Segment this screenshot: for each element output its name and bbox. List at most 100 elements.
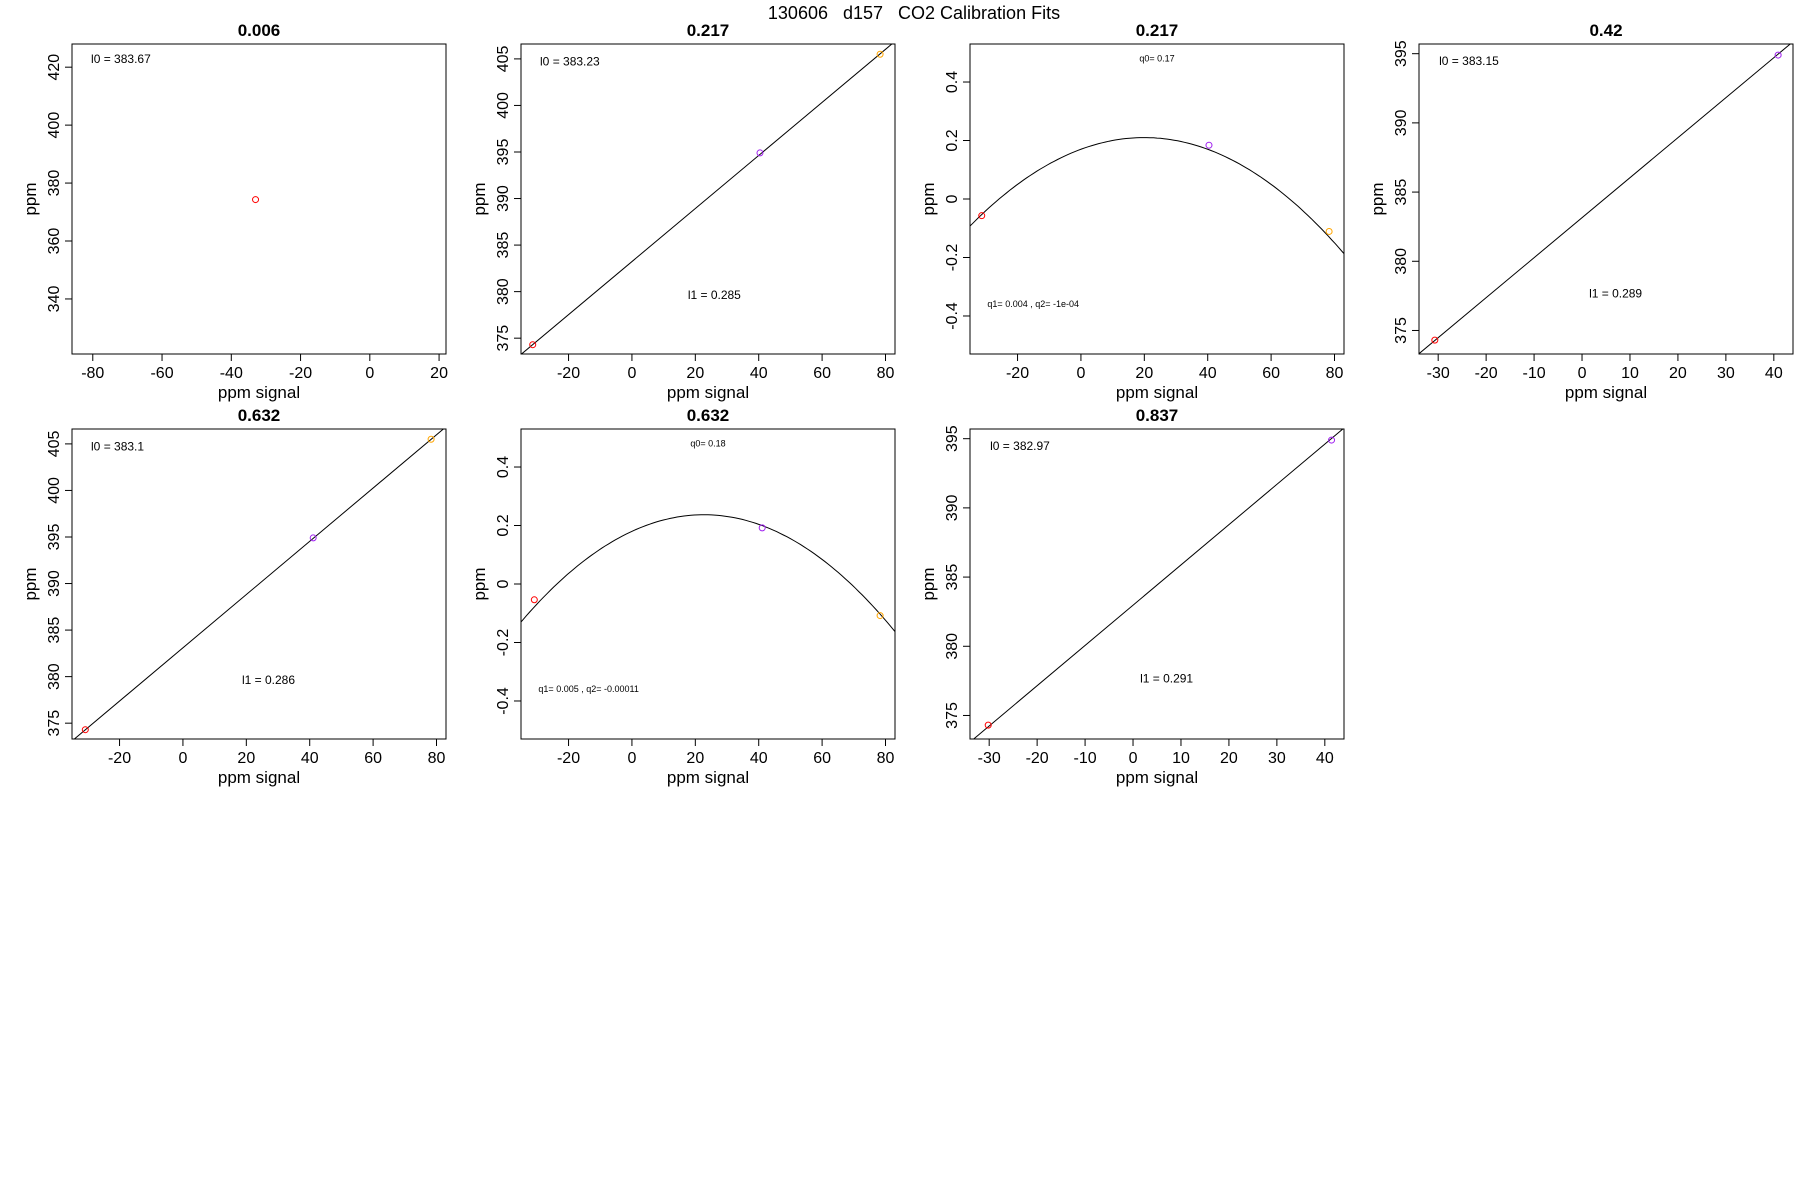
quadratic-fit-curve (970, 137, 1344, 255)
plot-frame (969, 428, 1345, 740)
x-tick-label: 40 (301, 750, 319, 767)
x-axis-label: ppm signal (667, 383, 749, 402)
x-tick-label: 10 (1621, 365, 1639, 382)
y-tick-label: 395 (1393, 40, 1410, 67)
y-tick-label: 395 (495, 139, 512, 166)
chart-panel-5: 0.632 -20 0 20 40 60 80 375 380 385 390 395 400 405 pp… (21, 406, 447, 787)
y-tick-label: -0.2 (495, 629, 512, 657)
y-axis-label: ppm (919, 567, 938, 600)
fit-coefficient-label: l0 = 383.1 (91, 439, 144, 453)
y-axis-label: ppm (21, 567, 40, 600)
x-tick-label: -10 (1074, 750, 1097, 767)
y-tick-label: 390 (1393, 109, 1410, 136)
chart-panel-7: 0.837 -30 -20 -10 0 10 20 30 40 375 380 385 390 395 pp… (919, 406, 1345, 787)
y-tick-label: 400 (495, 92, 512, 119)
x-tick-label: -20 (289, 365, 312, 382)
x-tick-label: 20 (237, 750, 255, 767)
y-axis-label: ppm (919, 182, 938, 215)
panel-title: 0.632 (238, 406, 281, 425)
chart-panel-6: 0.632 -20 0 20 40 60 80 -0.4 -0.2 0 0.2 0.4 ppm sign… (470, 406, 896, 787)
x-tick-label: 10 (1172, 750, 1190, 767)
fit-coefficient-label: l0 = 383.67 (91, 52, 151, 66)
y-tick-label: 395 (944, 425, 961, 452)
linear-fit-line (73, 429, 445, 739)
x-tick-label: 60 (813, 750, 831, 767)
y-tick-label: 385 (1393, 179, 1410, 206)
panel-title: 0.217 (687, 21, 730, 40)
x-tick-label: -20 (557, 365, 580, 382)
chart-panel-4: 0.42 -30 -20 -10 0 10 20 30 40 375 380 385 390 395 ppm… (1368, 21, 1794, 402)
fit-coefficient-label: l1 = 0.285 (688, 288, 741, 302)
data-point (758, 524, 766, 532)
plot-frame (1418, 43, 1794, 355)
x-axis-label: ppm signal (218, 383, 300, 402)
fit-coefficient-label: l1 = 0.286 (242, 673, 295, 687)
x-tick-label: 20 (1220, 750, 1238, 767)
data-point (1328, 436, 1336, 444)
y-tick-label: 360 (46, 228, 63, 255)
x-axis-label: ppm signal (1565, 383, 1647, 402)
x-tick-label: 0 (627, 365, 636, 382)
x-tick-label: -60 (150, 365, 173, 382)
y-tick-label: 375 (944, 702, 961, 729)
data-point (530, 596, 538, 604)
x-tick-label: -10 (1523, 365, 1546, 382)
data-point (1774, 51, 1782, 59)
y-tick-label: 375 (495, 325, 512, 352)
x-tick-label: -20 (1006, 365, 1029, 382)
x-tick-label: 0 (627, 750, 636, 767)
quadratic-fit-curve (521, 514, 895, 633)
x-tick-label: 30 (1717, 365, 1735, 382)
chart-panel-3: 0.217 -20 0 20 40 60 80 -0.4 -0.2 0 0.2 0.4 ppm sign… (919, 21, 1345, 402)
y-tick-label: 380 (944, 633, 961, 660)
x-tick-label: -30 (1427, 365, 1450, 382)
data-point (1325, 227, 1333, 235)
x-tick-label: 40 (1316, 750, 1334, 767)
linear-fit-line (1419, 44, 1792, 354)
y-tick-label: 420 (46, 54, 63, 81)
data-point (81, 726, 89, 734)
y-axis-label: ppm (470, 567, 489, 600)
x-tick-label: 0 (1578, 365, 1587, 382)
x-tick-label: 80 (428, 750, 446, 767)
fit-coefficient-label: l1 = 0.291 (1140, 671, 1193, 685)
x-tick-label: 40 (1765, 365, 1783, 382)
y-tick-label: 405 (46, 430, 63, 457)
y-axis-label: ppm (470, 182, 489, 215)
x-tick-label: -20 (1026, 750, 1049, 767)
y-tick-label: 375 (1393, 317, 1410, 344)
chart-panel-2: 0.217 -20 0 20 40 60 80 375 380 385 390 395 400 405 pp… (470, 21, 896, 402)
y-tick-label: 395 (46, 524, 63, 551)
x-tick-label: 20 (1669, 365, 1687, 382)
y-tick-label: 385 (46, 617, 63, 644)
x-tick-label: 20 (686, 365, 704, 382)
x-axis-label: ppm signal (1116, 383, 1198, 402)
data-point (876, 612, 884, 620)
x-tick-label: 40 (750, 750, 768, 767)
y-tick-label: -0.2 (944, 244, 961, 272)
y-axis-label: ppm (1368, 182, 1387, 215)
x-axis-label: ppm signal (218, 768, 300, 787)
fit-coefficient-label: q0= 0.17 (1139, 54, 1174, 64)
x-tick-label: 0 (178, 750, 187, 767)
y-tick-label: 380 (46, 663, 63, 690)
y-tick-label: 400 (46, 112, 63, 139)
fit-coefficient-label: l0 = 382.97 (990, 439, 1050, 453)
y-tick-label: 380 (495, 278, 512, 305)
x-axis-label: ppm signal (667, 768, 749, 787)
data-point (309, 534, 317, 542)
y-tick-label: 0.4 (495, 456, 512, 478)
y-tick-label: 0.4 (944, 71, 961, 93)
y-tick-label: 380 (1393, 248, 1410, 275)
y-tick-label: 390 (495, 185, 512, 212)
x-tick-label: -40 (220, 365, 243, 382)
linear-fit-line (521, 44, 893, 354)
linear-fit-line (972, 429, 1344, 739)
x-axis-label: ppm signal (1116, 768, 1198, 787)
data-point (1431, 336, 1439, 344)
data-point (978, 212, 986, 220)
y-tick-label: 390 (46, 570, 63, 597)
data-point (876, 50, 884, 58)
y-tick-label: 405 (495, 45, 512, 72)
y-tick-label: 385 (495, 232, 512, 259)
